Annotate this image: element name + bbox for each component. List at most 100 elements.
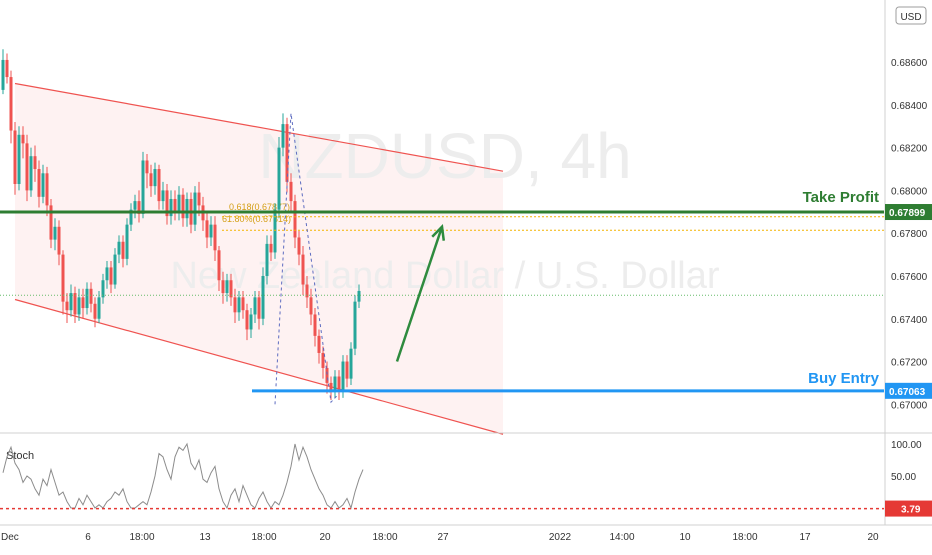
candle-body xyxy=(9,77,13,131)
projection-arrow-head xyxy=(431,224,446,241)
time-tick-label: 20 xyxy=(319,532,331,543)
candle-body xyxy=(5,59,9,78)
candle-body xyxy=(285,124,289,182)
candle-body xyxy=(145,160,149,174)
candle-body xyxy=(325,367,329,383)
candle-body xyxy=(225,280,229,294)
candle-body xyxy=(125,224,129,259)
candle-body xyxy=(57,226,61,255)
buy-entry-label: Buy Entry xyxy=(808,370,880,387)
candle-body xyxy=(49,205,53,240)
candle-body xyxy=(281,124,285,148)
candle-body xyxy=(261,275,265,319)
channel-lower-line xyxy=(14,298,504,435)
candle-body xyxy=(97,297,101,319)
candle-body xyxy=(277,147,281,210)
stoch-value-tag-label: 3.79 xyxy=(901,505,921,516)
candle-body xyxy=(193,192,197,225)
stochastic-line xyxy=(2,442,364,510)
price-tick-label: 0.67800 xyxy=(891,229,928,240)
candle-body xyxy=(173,198,177,212)
price-level-tag-label: 0.67899 xyxy=(889,208,926,219)
time-tick-label: 20 xyxy=(867,532,879,543)
candle-body xyxy=(109,267,113,285)
time-tick-label: 18:00 xyxy=(251,532,276,543)
time-tick-label: 17 xyxy=(799,532,811,543)
candle-body xyxy=(25,143,29,191)
candle-body xyxy=(21,134,25,144)
candle-body xyxy=(177,194,181,212)
candle-body xyxy=(65,301,69,311)
candle-body xyxy=(69,293,73,311)
candle-body xyxy=(209,224,213,238)
candle-body xyxy=(313,314,317,336)
candle-body xyxy=(309,297,313,315)
candle-body xyxy=(341,361,345,392)
candle-body xyxy=(113,254,117,285)
stochastic-title: Stoch xyxy=(6,450,34,462)
candle-body xyxy=(253,297,257,315)
candle-body xyxy=(157,169,161,202)
candle-body xyxy=(13,130,17,184)
candle-body xyxy=(349,348,353,379)
candle-body xyxy=(73,293,77,315)
stoch-value-tag xyxy=(885,500,932,517)
candle-body xyxy=(297,237,301,255)
candle-body xyxy=(357,290,361,302)
time-tick-label: 2022 xyxy=(549,532,572,543)
candle-body xyxy=(305,284,309,298)
price-tick-label: 0.67400 xyxy=(891,315,928,326)
price-tick-label: 0.67000 xyxy=(891,400,928,411)
time-tick-label: 14:00 xyxy=(609,532,634,543)
candle-body xyxy=(81,297,85,309)
candle-body xyxy=(133,201,137,210)
candle-body xyxy=(77,297,81,315)
candle-body xyxy=(17,134,21,184)
harmonic-pattern-line xyxy=(274,113,340,405)
candle-body xyxy=(181,194,185,219)
candle-body xyxy=(1,59,5,90)
candle-body xyxy=(185,198,189,219)
candle-body xyxy=(205,220,209,238)
price-level-tag xyxy=(885,382,932,399)
price-level-tag-label: 0.67063 xyxy=(889,387,926,398)
projection-arrow-line xyxy=(395,226,444,362)
candle-body xyxy=(85,288,89,309)
price-tick-label: 0.68200 xyxy=(891,144,928,155)
candle-body xyxy=(217,250,221,281)
fib-label-1: 0.618(0.67877) xyxy=(229,202,290,212)
candle-body xyxy=(141,160,145,214)
candle-body xyxy=(137,201,141,214)
candle-body xyxy=(269,243,273,253)
candle-body xyxy=(233,297,237,313)
candle-body xyxy=(301,254,305,285)
channel-upper-line xyxy=(14,82,504,172)
watermark-description: New Zealand Dollar / U.S. Dollar xyxy=(170,255,719,297)
candle-body xyxy=(149,173,153,187)
candle-body xyxy=(89,288,93,304)
candle-body xyxy=(121,241,125,259)
candle-body xyxy=(61,254,65,302)
candle-body xyxy=(161,190,165,202)
candle-body xyxy=(101,280,105,298)
currency-button[interactable] xyxy=(895,6,927,25)
candle-body xyxy=(105,267,109,281)
price-tick-label: 0.67200 xyxy=(891,358,928,369)
candle-body xyxy=(329,382,333,392)
time-tick-label: 27 xyxy=(437,532,449,543)
candle-body xyxy=(53,226,57,240)
candle-body xyxy=(289,181,293,202)
currency-label: USD xyxy=(900,12,921,23)
time-tick-label: 18:00 xyxy=(732,532,757,543)
candle-body xyxy=(345,361,349,379)
candle-body xyxy=(33,156,37,170)
candle-body xyxy=(249,314,253,330)
time-tick-label: 6 xyxy=(85,532,91,543)
candle-body xyxy=(221,280,225,294)
price-level-tag xyxy=(885,204,932,221)
candle-body xyxy=(321,352,325,368)
price-tick-label: 0.68400 xyxy=(891,101,928,112)
time-tick-label: 10 xyxy=(679,532,691,543)
